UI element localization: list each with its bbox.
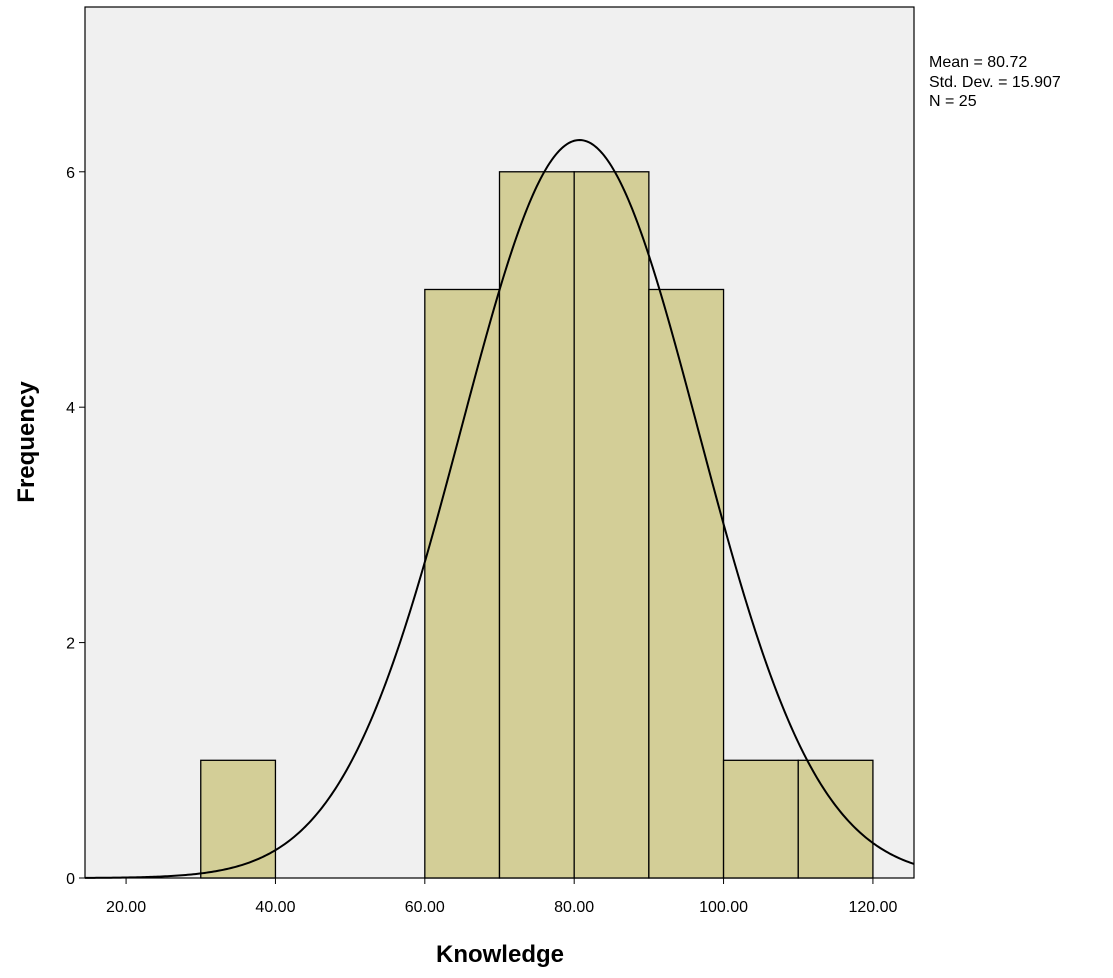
x-tick-label: 60.00 [405, 899, 445, 916]
x-tick-label: 80.00 [554, 899, 594, 916]
stat-mean: Mean = 80.72 [929, 54, 1027, 71]
stat-std-dev: Std. Dev. = 15.907 [929, 74, 1061, 91]
stat-n: N = 25 [929, 93, 977, 110]
histogram-bar-80-90 [573, 171, 650, 879]
histogram-bar-70-80 [498, 171, 575, 879]
histogram-bar-60-70 [424, 288, 501, 879]
y-tick-label: 6 [66, 165, 75, 182]
histogram-bar-110-120 [797, 759, 874, 879]
histogram-bar-30-40 [200, 759, 277, 879]
histogram-bar-100-110 [722, 759, 799, 879]
y-axis-title: Frequency [13, 381, 40, 503]
x-tick-label: 100.00 [699, 899, 748, 916]
y-tick-label: 2 [66, 636, 75, 653]
histogram-bar-90-100 [648, 288, 725, 879]
normal-curve [84, 139, 915, 879]
stats-box: Mean = 80.72 Std. Dev. = 15.907 N = 25 [929, 54, 1061, 110]
x-axis-ticks: 20.00 40.00 60.00 80.00 100.00 120.00 [106, 878, 897, 916]
x-tick-label: 120.00 [848, 899, 897, 916]
x-axis-title: Knowledge [436, 941, 564, 968]
x-tick-label: 40.00 [255, 899, 295, 916]
x-tick-label: 20.00 [106, 899, 146, 916]
y-axis-ticks: 0 2 4 6 [66, 165, 85, 888]
y-tick-label: 0 [66, 871, 75, 888]
y-tick-label: 4 [66, 400, 75, 417]
